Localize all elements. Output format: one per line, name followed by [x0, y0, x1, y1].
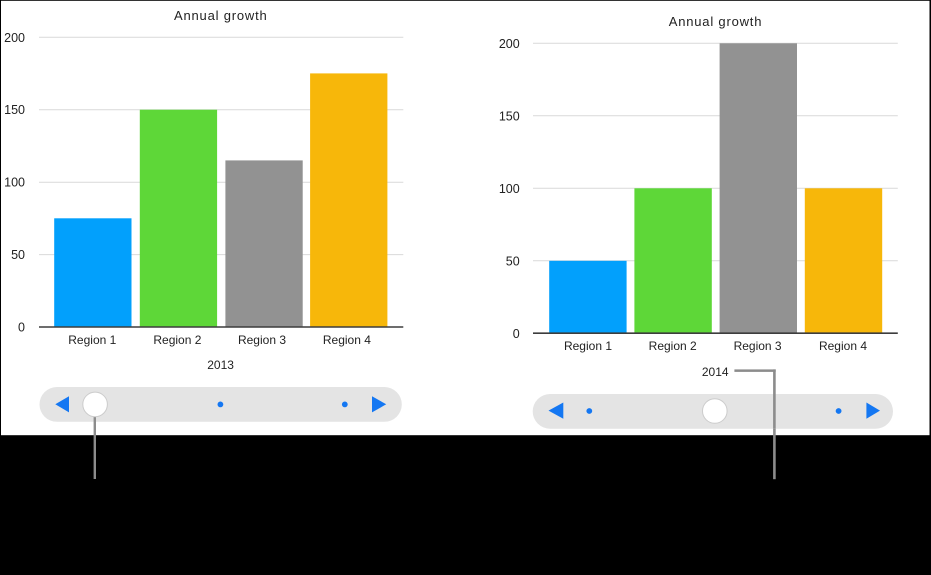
svg-text:Region 2: Region 2	[153, 333, 201, 347]
svg-text:50: 50	[506, 255, 520, 269]
svg-text:Region 3: Region 3	[238, 333, 286, 347]
svg-text:Annual growth: Annual growth	[174, 8, 268, 23]
svg-text:Region 1: Region 1	[68, 333, 116, 347]
svg-text:Region 1: Region 1	[564, 339, 612, 353]
svg-text:150: 150	[499, 110, 520, 124]
svg-text:Region 2: Region 2	[649, 339, 697, 353]
svg-text:Region 3: Region 3	[734, 339, 782, 353]
svg-text:100: 100	[4, 176, 25, 190]
svg-text:50: 50	[11, 248, 25, 262]
svg-text:Region 4: Region 4	[323, 333, 371, 347]
svg-text:Annual growth: Annual growth	[669, 14, 763, 29]
svg-text:200: 200	[4, 31, 25, 45]
svg-text:100: 100	[499, 182, 520, 196]
svg-text:Region 4: Region 4	[819, 339, 867, 353]
svg-text:0: 0	[513, 327, 520, 341]
svg-text:150: 150	[4, 103, 25, 117]
svg-text:2013: 2013	[207, 358, 234, 372]
svg-text:0: 0	[18, 321, 25, 335]
svg-text:200: 200	[499, 37, 520, 51]
svg-text:2014: 2014	[702, 365, 729, 379]
